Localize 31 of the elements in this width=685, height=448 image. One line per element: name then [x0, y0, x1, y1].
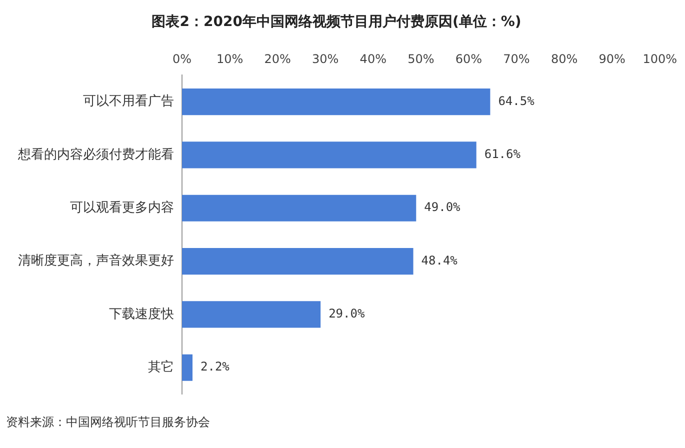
data-label: 61.6%: [484, 147, 522, 162]
bar: [182, 248, 414, 275]
bar: [182, 88, 490, 116]
x-tick-label: 50%: [408, 52, 434, 66]
x-tick-label: 10%: [216, 52, 244, 66]
y-tick-label: 可以观看更多内容: [70, 199, 174, 216]
x-tick-label: 0%: [172, 52, 192, 66]
bar: [182, 301, 321, 328]
text: 资料来源：中国网络视听节目服务协会: [6, 414, 210, 431]
data-label: 2.2%: [200, 360, 230, 374]
x-tick-label: 70%: [503, 52, 530, 66]
data-label: 29.0%: [328, 306, 366, 321]
bar: [182, 194, 416, 222]
chart-title: 图表2：2020年中国网络视频节目用户付费原因(单位：%): [152, 13, 522, 30]
data-label: 49.0%: [424, 200, 462, 214]
x-tick-label: 80%: [550, 52, 578, 66]
x-tick-label: 100%: [642, 52, 678, 66]
y-tick-label: 下载速度快: [109, 306, 174, 322]
bar: [182, 142, 476, 168]
x-tick-label: 60%: [455, 52, 482, 66]
y-tick-label: 其它: [148, 358, 174, 375]
y-tick-label: 清晰度更高，声音效果更好: [18, 252, 174, 269]
data-label: 64.5%: [498, 94, 536, 108]
y-tick-label: 可以不用看广告: [83, 94, 174, 110]
bar: [182, 354, 193, 381]
x-tick-label: 90%: [598, 52, 626, 66]
x-tick-label: 20%: [264, 52, 291, 66]
x-tick-label: 30%: [312, 52, 339, 66]
x-tick-label: 40%: [360, 52, 386, 66]
data-label: 48.4%: [421, 253, 458, 268]
y-tick-label: 想看的内容必须付费才能看: [17, 146, 174, 162]
